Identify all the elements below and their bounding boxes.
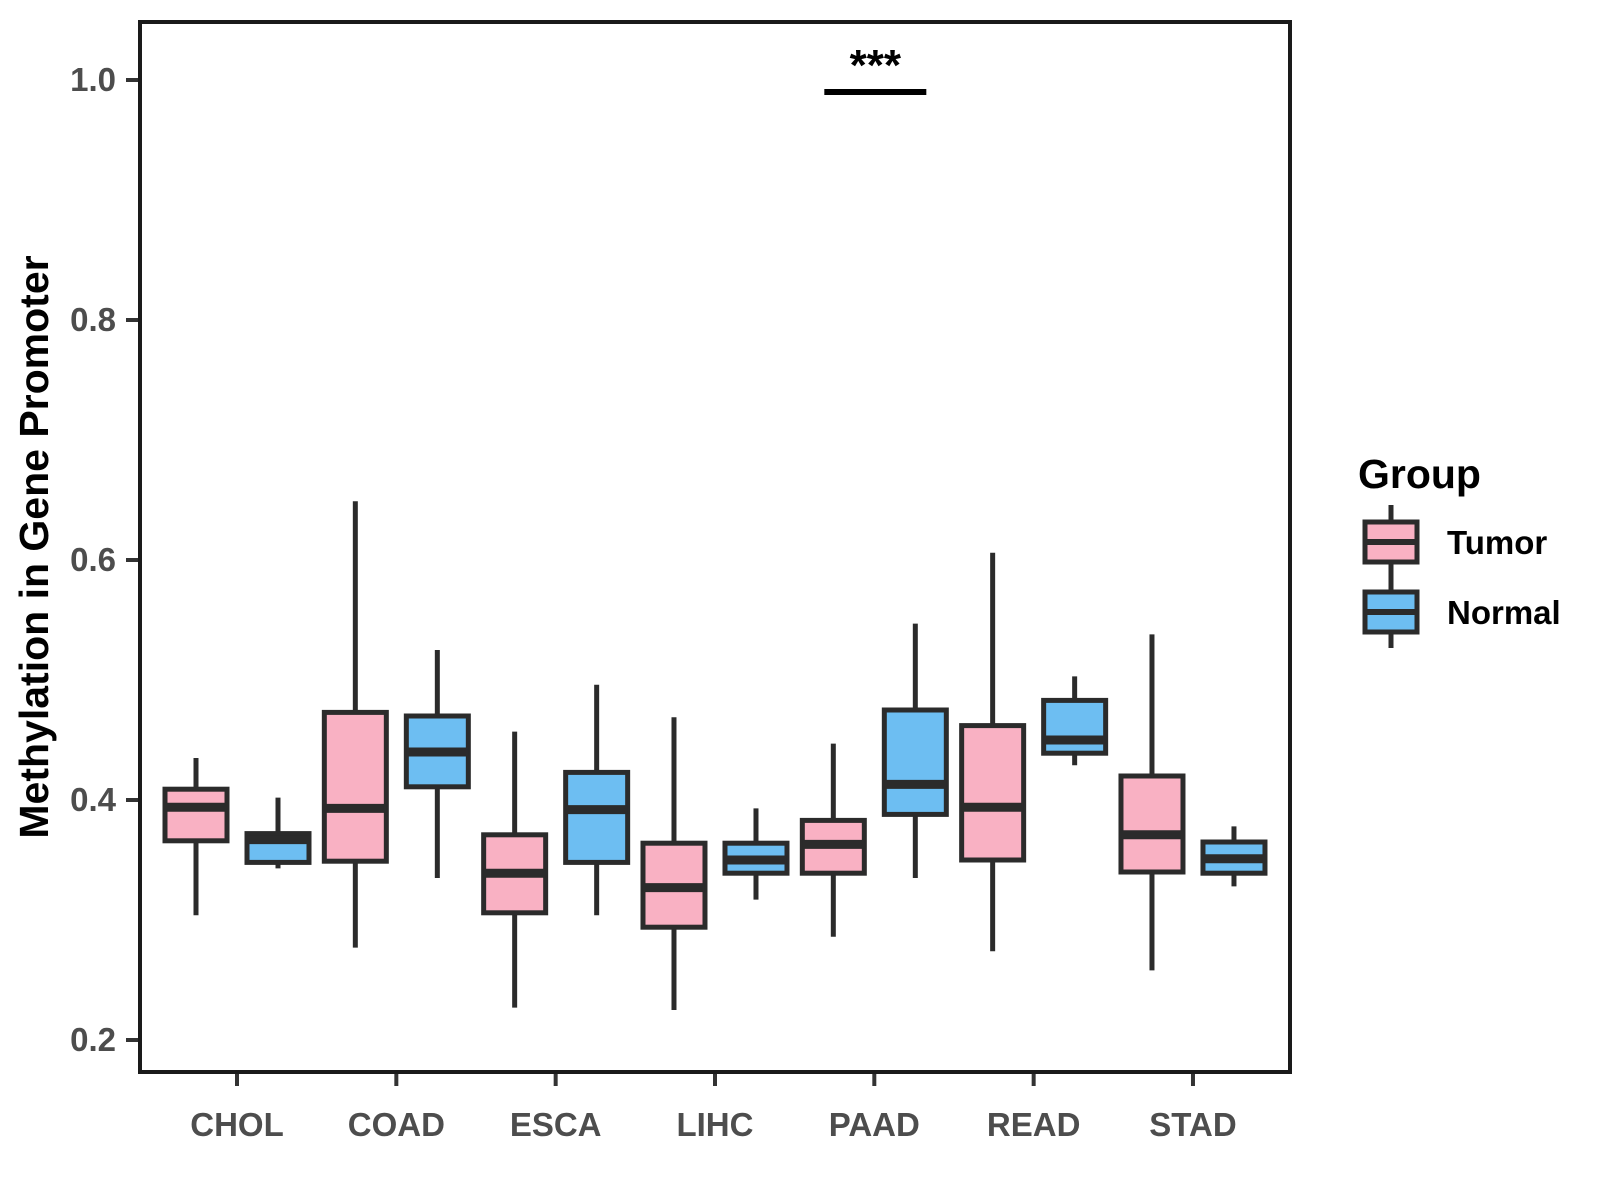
legend: Group Tumor Normal bbox=[1358, 451, 1561, 648]
x-tick-label-CHOL: CHOL bbox=[190, 1106, 284, 1143]
legend-key-normal-icon bbox=[1362, 575, 1420, 648]
box-esca-normal bbox=[563, 684, 631, 916]
box-chol-normal bbox=[244, 797, 312, 869]
box-esca-tumor bbox=[481, 731, 549, 1008]
x-tick-label-ESCA: ESCA bbox=[510, 1106, 602, 1143]
iqr-box bbox=[959, 723, 1027, 863]
y-tick-label-0.2: 0.2 bbox=[70, 1021, 116, 1058]
x-tick-label-PAAD: PAAD bbox=[829, 1106, 920, 1143]
iqr-box bbox=[881, 707, 949, 817]
y-tick-label-0.6: 0.6 bbox=[70, 541, 116, 578]
legend-entry-normal: Normal bbox=[1362, 575, 1561, 648]
x-tick-label-STAD: STAD bbox=[1149, 1106, 1236, 1143]
y-tick-label-0.8: 0.8 bbox=[70, 301, 116, 338]
box-stad-tumor bbox=[1118, 634, 1186, 971]
x-tick-label-LIHC: LIHC bbox=[676, 1106, 753, 1143]
legend-entry-tumor: Tumor bbox=[1362, 505, 1547, 578]
box-chol-tumor bbox=[162, 758, 230, 916]
box-stad-normal bbox=[1200, 826, 1268, 887]
legend-label-normal: Normal bbox=[1447, 594, 1561, 631]
box-lihc-normal bbox=[722, 808, 790, 900]
box-coad-normal bbox=[403, 650, 471, 878]
y-tick-label-0.4: 0.4 bbox=[70, 781, 117, 818]
box-paad-normal bbox=[881, 623, 949, 878]
box-read-tumor bbox=[959, 552, 1027, 952]
box-coad-tumor bbox=[321, 501, 389, 948]
legend-title: Group bbox=[1358, 451, 1481, 497]
legend-label-tumor: Tumor bbox=[1447, 524, 1547, 561]
plot-content: 0.2 0.4 0.6 0.8 1.0 CHOL COAD ESCA LIHC PAAD READ S… bbox=[70, 61, 1268, 1143]
y-tick-label-1.0: 1.0 bbox=[70, 61, 116, 98]
panel-border bbox=[138, 20, 1292, 1074]
iqr-box bbox=[1041, 697, 1109, 756]
x-tick-label-COAD: COAD bbox=[348, 1106, 445, 1143]
x-tick-label-READ: READ bbox=[987, 1106, 1081, 1143]
box-read-normal bbox=[1041, 676, 1109, 766]
iqr-box bbox=[563, 769, 631, 865]
significance-annotation: *** bbox=[824, 41, 927, 95]
iqr-box bbox=[321, 709, 389, 864]
iqr-box bbox=[1118, 773, 1186, 875]
box-paad-tumor bbox=[799, 743, 867, 937]
iqr-box bbox=[162, 786, 230, 844]
legend-key-tumor-icon bbox=[1362, 505, 1420, 578]
box-lihc-tumor bbox=[640, 717, 708, 1010]
y-axis-title: Methylation in Gene Promoter bbox=[11, 255, 57, 838]
significance-stars: *** bbox=[850, 41, 902, 90]
